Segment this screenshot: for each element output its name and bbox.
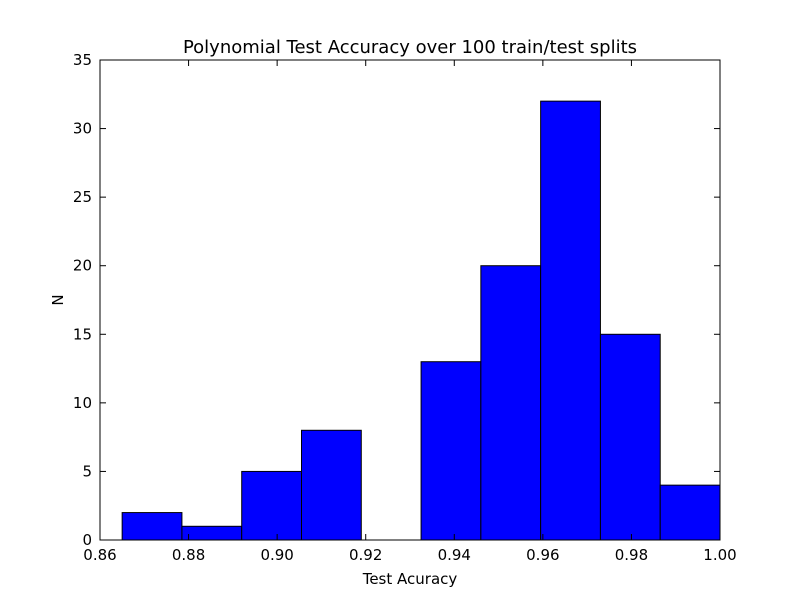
histogram-bar-0 <box>121 512 183 541</box>
x-tick-label: 0.92 <box>349 546 382 564</box>
x-tick-label: 1.00 <box>703 546 736 564</box>
histogram-bar-5 <box>420 361 482 541</box>
y-tick-label: 10 <box>73 394 92 412</box>
x-axis-label: Test Acuracy <box>362 570 458 588</box>
x-tick-label: 0.88 <box>172 546 205 564</box>
y-tick-label: 25 <box>73 188 92 206</box>
x-tick-label: 0.86 <box>83 546 116 564</box>
histogram-bar-6 <box>480 265 542 541</box>
y-tick-label: 35 <box>73 51 92 69</box>
histogram-bar-1 <box>181 525 243 541</box>
chart-title: Polynomial Test Accuracy over 100 train/… <box>183 37 637 58</box>
histogram-bar-8 <box>599 333 661 541</box>
y-tick-label: 0 <box>82 531 92 549</box>
histogram-bar-2 <box>241 470 302 541</box>
y-tick-label: 15 <box>73 325 92 343</box>
x-tick-label: 0.94 <box>438 546 471 564</box>
ticks-group: 0.86 0.88 0.90 0.92 0.94 0.96 0.98 1.00 0 5 10 15 20… <box>73 51 737 564</box>
x-tick-label: 0.96 <box>526 546 559 564</box>
histogram-bar-9 <box>659 484 721 541</box>
x-tick-label: 0.90 <box>260 546 293 564</box>
y-axis-label: N <box>49 294 67 305</box>
y-tick-label: 30 <box>73 120 92 138</box>
plot-frame <box>99 59 721 541</box>
histogram-bar-3 <box>301 429 362 541</box>
y-tick-label: 20 <box>73 257 92 275</box>
x-tick-label: 0.98 <box>615 546 648 564</box>
histogram-bar-7 <box>540 100 601 541</box>
y-tick-label: 5 <box>82 462 92 480</box>
bars-group <box>121 100 721 541</box>
